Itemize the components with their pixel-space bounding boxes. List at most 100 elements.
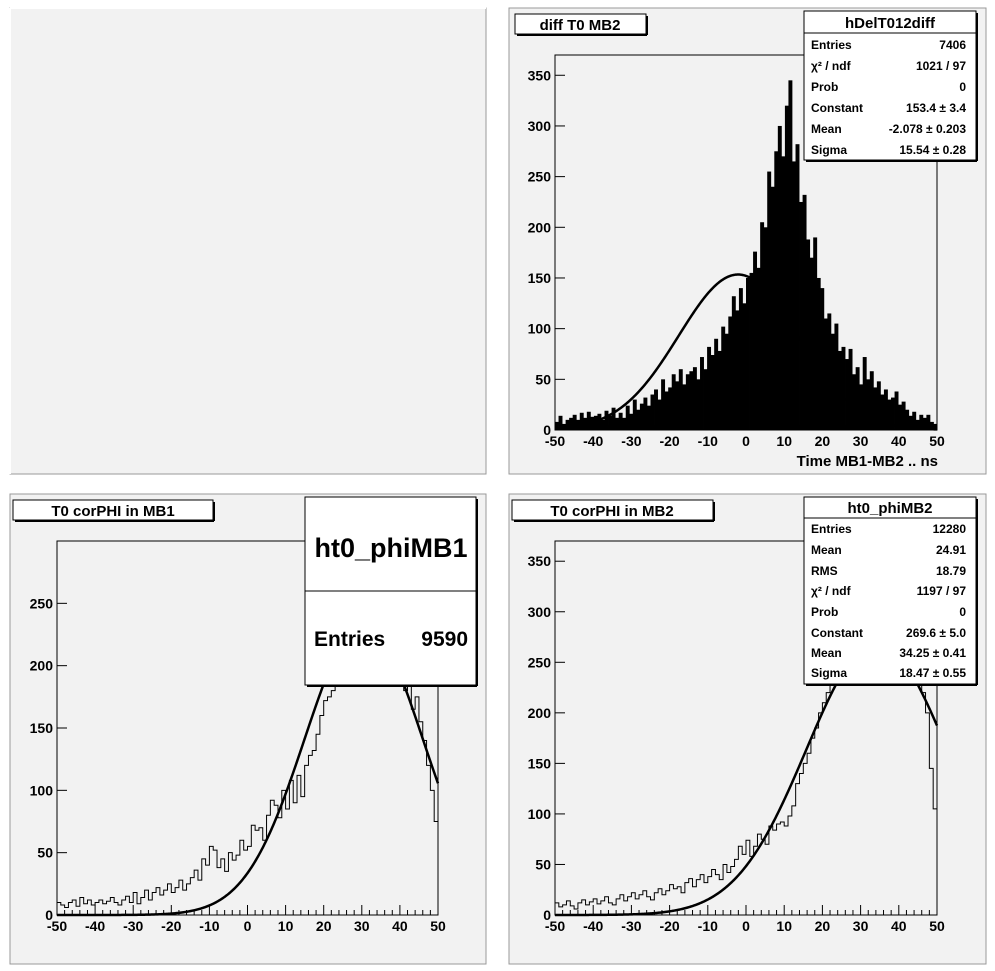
histogram-bin: [813, 237, 818, 430]
x-tick-label: 50: [929, 433, 945, 449]
histogram-bin: [820, 288, 825, 430]
stat-label: Constant: [811, 626, 863, 640]
histogram-bin: [883, 389, 888, 430]
x-tick-label: 20: [815, 433, 831, 449]
histogram-bin: [767, 171, 772, 431]
histogram-bin: [714, 338, 719, 430]
histogram-bin: [791, 161, 796, 431]
histogram-bin: [724, 333, 729, 430]
pad-title: T0 corPHI in MB1: [51, 503, 174, 520]
x-axis-ticks: -50 -40 -30 -20 -10 0 10 20 30 40 50: [47, 905, 446, 934]
histogram-bin: [682, 384, 687, 430]
y-tick-label: 350: [528, 67, 552, 83]
histogram-bin: [837, 350, 842, 430]
x-tick-label: 50: [929, 918, 945, 934]
stat-value: 1021 / 97: [916, 59, 966, 73]
histogram-bin: [749, 272, 754, 430]
stat-label: Mean: [811, 122, 842, 136]
stat-label: χ² / ndf: [811, 59, 852, 73]
histogram-bin: [777, 125, 782, 430]
histogram-bin: [876, 381, 881, 430]
histogram-bin: [738, 288, 743, 430]
stats-box: ht0_phiMB2 Entries 12280 Mean 24.91 RMS …: [803, 496, 978, 686]
histogram-bin: [912, 411, 917, 430]
x-tick-label: -10: [698, 918, 718, 934]
histogram-bin: [841, 346, 846, 430]
histogram-bin: [891, 397, 895, 430]
stat-value: 269.6 ± 5.0: [906, 626, 966, 640]
x-tick-label: -40: [583, 433, 603, 449]
stat-value: 0: [959, 605, 966, 619]
histogram-bin: [643, 397, 648, 430]
y-tick-label: 50: [37, 845, 53, 861]
histogram-bin: [852, 374, 857, 430]
histogram-bin: [742, 303, 747, 430]
histogram-bin: [880, 394, 885, 430]
histogram-bin: [933, 423, 938, 430]
histogram-bin: [756, 267, 761, 430]
stat-label: Mean: [811, 646, 842, 660]
y-tick-label: 100: [528, 321, 552, 337]
stat-label: Mean: [811, 543, 842, 557]
x-tick-label: 20: [316, 918, 332, 934]
y-tick-label: 50: [535, 371, 551, 387]
pad-mb1: 0 50 100 150 200 250 -50 -40 -30 -20 -10 0 10 20 30 40…: [9, 493, 487, 965]
histogram-bin: [671, 374, 676, 430]
histogram-bin: [848, 348, 853, 430]
stats-title: hDelT012diff: [845, 15, 936, 32]
histogram-bin: [905, 409, 910, 430]
histogram-bin: [555, 421, 559, 430]
histogram-bin: [802, 194, 807, 430]
stat-label: Constant: [811, 101, 863, 115]
y-tick-label: 0: [45, 907, 53, 923]
histogram-bin: [668, 387, 673, 430]
histogram-bin: [869, 371, 874, 430]
histogram-bin: [615, 417, 620, 430]
histogram-bin: [919, 414, 924, 430]
fit-curve-diff: [554, 273, 938, 431]
histogram-bin: [636, 409, 641, 430]
histogram-bin: [593, 415, 598, 430]
histogram-bin: [806, 239, 811, 430]
stat-value: 18.79: [936, 564, 966, 578]
histogram-bin: [661, 379, 666, 430]
histogram-bin: [618, 412, 623, 430]
x-tick-label: -50: [545, 433, 565, 449]
histogram-diff: [555, 80, 938, 431]
x-tick-label: 30: [354, 918, 370, 934]
stats-box: ht0_phiMB1 Entries 9590: [304, 496, 478, 687]
stat-value: 1197 / 97: [917, 584, 967, 598]
y-tick-label: 100: [30, 782, 54, 798]
x-tick-label: -20: [659, 433, 679, 449]
histogram-bin: [894, 391, 899, 430]
y-tick-label: 50: [535, 856, 551, 872]
histogram-bin: [600, 419, 605, 430]
histogram-bin: [597, 413, 602, 430]
y-tick-label: 200: [30, 658, 54, 674]
histogram-bin: [586, 411, 591, 430]
histogram-bin: [675, 381, 680, 430]
stat-value: 15.54 ± 0.28: [899, 143, 966, 157]
histogram-bin: [834, 323, 839, 430]
histogram-bin: [685, 374, 690, 430]
x-tick-label: -20: [659, 918, 679, 934]
histogram-bin: [770, 186, 775, 430]
pad-empty: [9, 7, 487, 475]
x-tick-label: -30: [123, 918, 143, 934]
stat-label: Sigma: [811, 666, 847, 680]
histogram-bin: [721, 326, 726, 430]
x-tick-label: -30: [621, 433, 641, 449]
x-tick-label: -50: [47, 918, 67, 934]
stat-label: Sigma: [811, 143, 847, 157]
x-tick-label: -50: [545, 918, 565, 934]
y-tick-label: 300: [528, 118, 552, 134]
histogram-bin: [784, 105, 789, 431]
histogram-bin: [696, 379, 701, 430]
x-tick-label: 40: [392, 918, 408, 934]
histogram-bin: [707, 346, 712, 430]
histogram-bin: [922, 417, 927, 430]
histogram-bin: [746, 277, 750, 430]
histogram-bin: [657, 399, 662, 430]
histogram-bin: [873, 387, 878, 430]
